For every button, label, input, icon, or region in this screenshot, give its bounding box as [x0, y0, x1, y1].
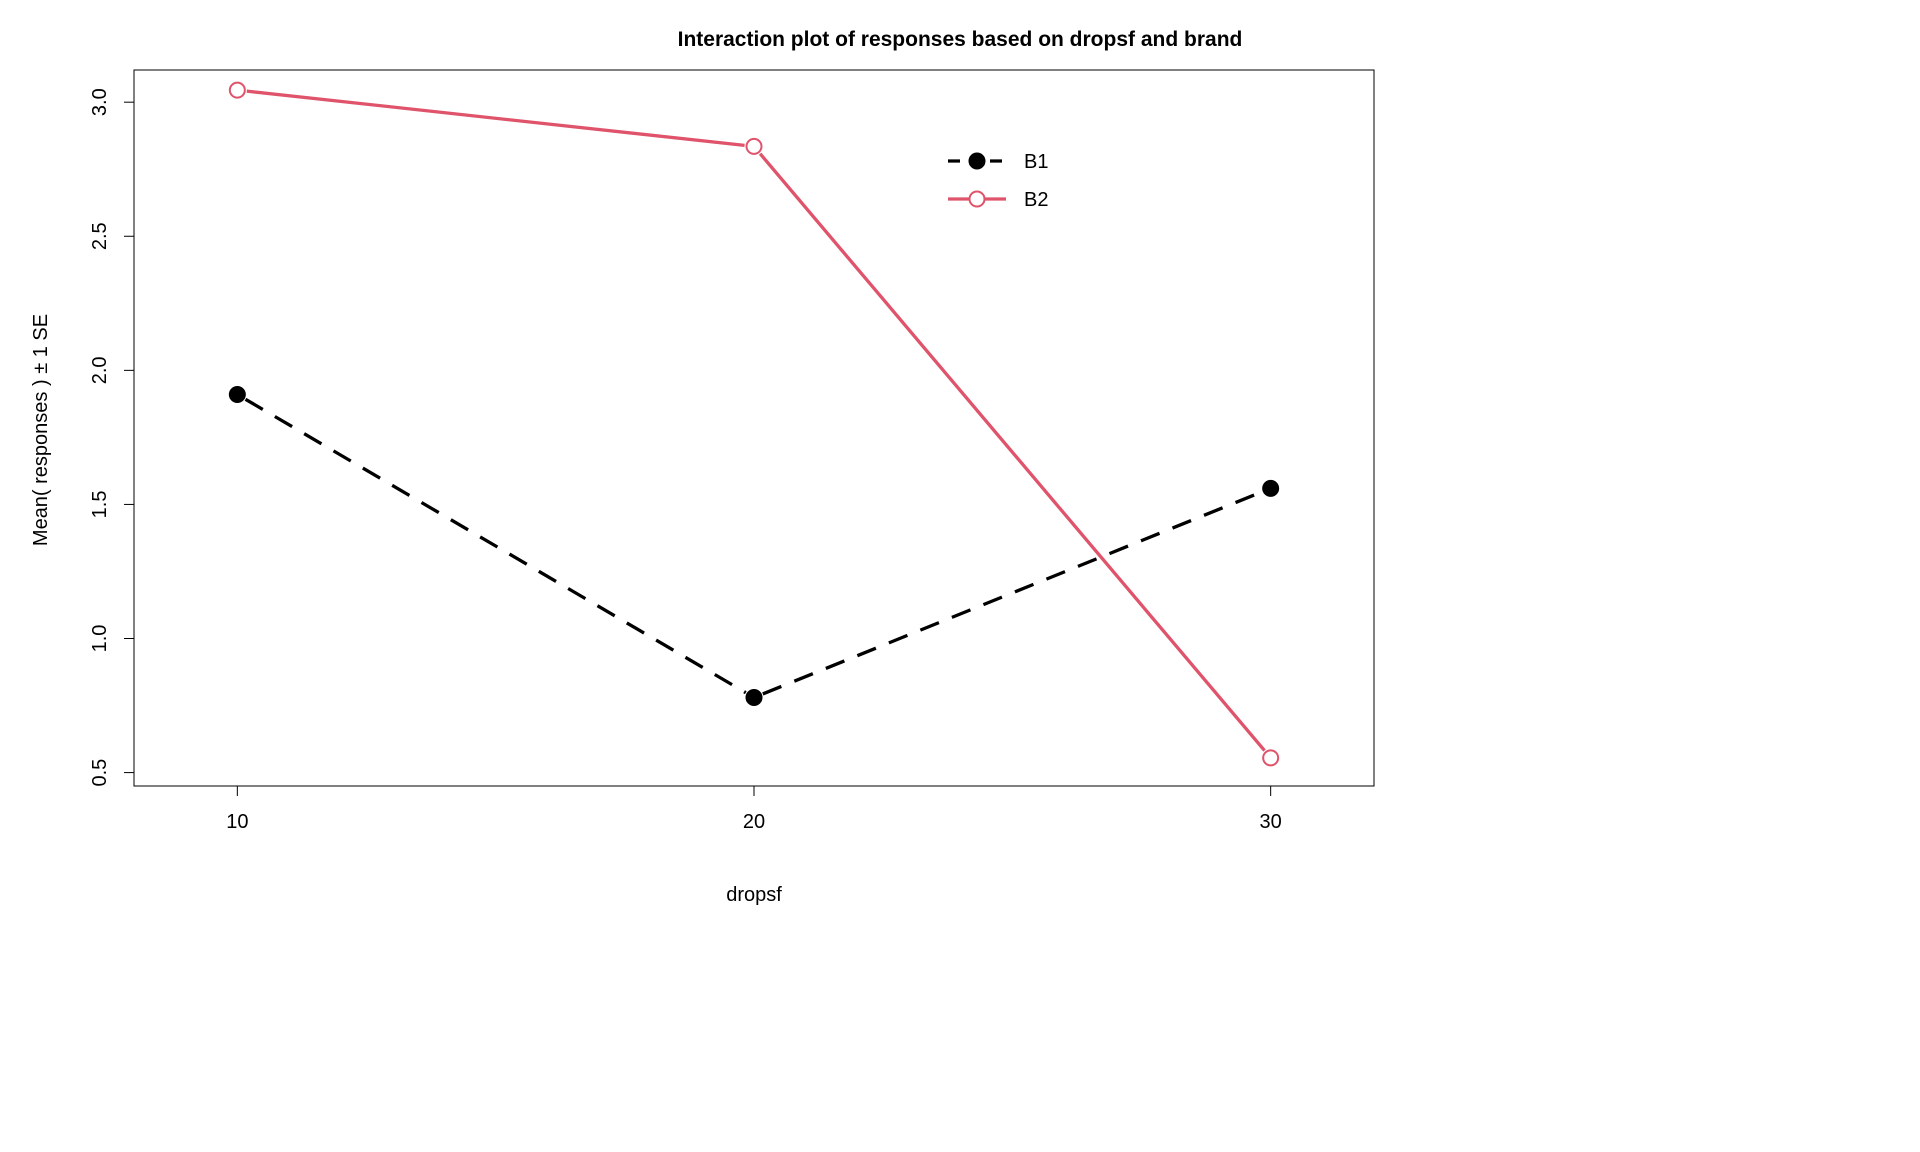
series-marker-B1: [1263, 481, 1278, 496]
series-marker-B1: [230, 387, 245, 402]
legend-label-B1: B1: [1024, 151, 1048, 173]
x-tick-label: 20: [743, 811, 765, 833]
y-tick-label: 1.0: [89, 625, 111, 653]
series-marker-B2: [1263, 750, 1278, 765]
legend-label-B2: B2: [1024, 189, 1048, 211]
legend-marker-B1: [970, 154, 985, 169]
y-tick-label: 1.5: [89, 491, 111, 519]
series-marker-B2: [747, 139, 762, 154]
y-tick-label: 0.5: [89, 759, 111, 787]
x-tick-label: 30: [1260, 811, 1282, 833]
series-marker-B1: [747, 690, 762, 705]
legend-marker-B2: [970, 192, 985, 207]
series-line-B2: [247, 91, 745, 145]
y-tick-label: 2.5: [89, 222, 111, 250]
interaction-plot: Interaction plot of responses based on d…: [0, 0, 1920, 1152]
series-line-B1: [763, 492, 1262, 694]
series-line-B1: [246, 399, 746, 692]
series-marker-B2: [230, 83, 245, 98]
series-line-B2: [760, 154, 1264, 751]
y-tick-label: 3.0: [89, 88, 111, 116]
plot-box: [134, 70, 1374, 786]
plot-svg: 10 20 30 0.5 1.0 1.5 2.0 2.5 3.0 B1 B2: [0, 0, 1920, 1152]
y-tick-label: 2.0: [89, 356, 111, 384]
x-tick-label: 10: [226, 811, 248, 833]
